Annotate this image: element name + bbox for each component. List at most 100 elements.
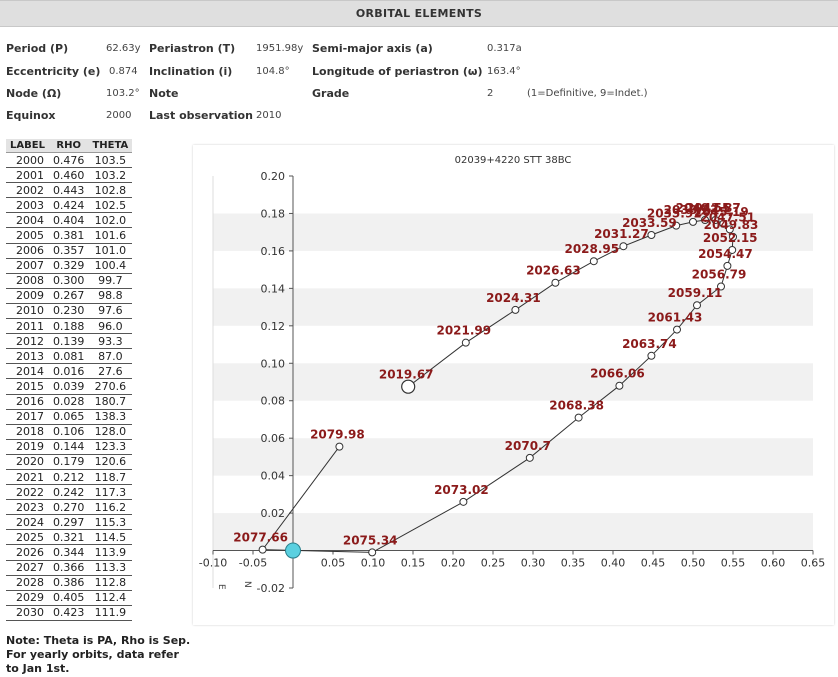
orbit-point xyxy=(689,217,697,226)
row-label: 2021 xyxy=(6,469,49,486)
column-header-label: LABEL xyxy=(6,139,49,153)
orbit-point-label: 2049.83 xyxy=(704,218,759,232)
row-label: 2018 xyxy=(6,424,49,440)
y-tick-label: 0.02 xyxy=(261,507,286,520)
orbit-point xyxy=(701,216,709,225)
table-row: 2006 0.357 101.0 xyxy=(6,243,133,259)
row-label: 2020 xyxy=(6,454,49,470)
y-tick-label: -0.02 xyxy=(257,582,285,595)
node-value: 103.2° xyxy=(106,88,140,99)
eccentricity-value: 0.874 xyxy=(109,66,138,77)
row-rho: 0.144 xyxy=(48,439,89,455)
table-row: 2030 0.423 111.9 xyxy=(6,605,133,621)
row-label: 2019 xyxy=(6,439,49,455)
row-theta: 102.5 xyxy=(88,197,133,214)
x-tick-label: 0.10 xyxy=(361,557,386,570)
row-theta: 27.6 xyxy=(88,363,133,380)
row-rho: 0.297 xyxy=(48,514,89,531)
orbit-point-label: 2024.31 xyxy=(486,291,541,305)
table-row: 2019 0.144 123.3 xyxy=(6,439,133,455)
inclination-label: Inclination (i) xyxy=(149,65,233,78)
row-label: 2015 xyxy=(6,378,49,395)
orbit-point-label: 2047.51 xyxy=(700,210,755,224)
table-row: 2027 0.366 113.3 xyxy=(6,560,133,576)
node-label: Node (Ω) xyxy=(6,87,62,100)
row-label: 2026 xyxy=(6,544,49,561)
row-rho: 0.230 xyxy=(48,303,89,320)
row-theta: 270.6 xyxy=(88,378,133,395)
x-tick-label: 0.65 xyxy=(801,557,826,570)
row-rho: 0.081 xyxy=(48,348,89,365)
row-theta: 102.0 xyxy=(88,212,133,229)
row-label: 2023 xyxy=(6,499,49,516)
x-tick-label: -0.05 xyxy=(239,557,267,570)
orbit-point xyxy=(693,301,701,310)
orbit-plot: -0.10 -0.05 0.05 0.10 0.15 0.20 0.25 0.30 0.35 0.… xyxy=(199,155,826,595)
row-label: 2027 xyxy=(6,560,49,576)
orbit-point xyxy=(574,413,583,422)
orbit-point xyxy=(728,245,737,254)
orbit-point-label: 2031.27 xyxy=(594,227,649,241)
x-tick-label: 0.05 xyxy=(321,557,346,570)
orbit-point-label: 2079.98 xyxy=(310,428,365,442)
table-row: 2017 0.065 138.3 xyxy=(6,409,133,425)
orbit-point-label: 2019.67 xyxy=(379,368,434,382)
orbit-point xyxy=(719,219,728,228)
ephemeris-table: LABEL RHO THETA 2000 0.476 103.5 2001 0.460 1… xyxy=(6,139,133,621)
row-label: 2016 xyxy=(6,394,49,410)
x-tick-label: 0.20 xyxy=(441,557,466,570)
row-rho: 0.139 xyxy=(48,333,89,350)
row-label: 2010 xyxy=(6,303,49,320)
period-value: 62.63y xyxy=(106,43,141,54)
row-rho: 0.460 xyxy=(48,167,89,184)
row-theta: 116.2 xyxy=(88,499,133,516)
row-label: 2002 xyxy=(6,182,49,199)
row-label: 2011 xyxy=(6,318,49,335)
primary-star xyxy=(285,542,301,559)
row-rho: 0.381 xyxy=(48,227,89,244)
row-label: 2022 xyxy=(6,484,49,501)
row-theta: 128.0 xyxy=(88,424,133,440)
semimajor-value: 0.317a xyxy=(487,43,522,54)
semimajor-label: Semi-major axis (a) xyxy=(312,42,433,55)
row-rho: 0.386 xyxy=(48,575,89,591)
orbit-plot-panel: -0.10 -0.05 0.05 0.10 0.15 0.20 0.25 0.30 0.35 0.… xyxy=(193,145,834,625)
row-theta: 138.3 xyxy=(88,409,133,425)
orbit-point-label: 2066.06 xyxy=(590,367,645,381)
row-theta: 180.7 xyxy=(88,394,133,410)
x-tick-label: 0.45 xyxy=(641,557,666,570)
row-label: 2006 xyxy=(6,243,49,259)
table-row: 2023 0.270 116.2 xyxy=(6,499,133,516)
orbit-point xyxy=(711,216,720,225)
row-label: 2017 xyxy=(6,409,49,425)
table-row: 2000 0.476 103.5 xyxy=(6,152,133,169)
orbit-point xyxy=(335,442,344,451)
row-label: 2024 xyxy=(6,514,49,531)
table-row: 2024 0.297 115.3 xyxy=(6,514,133,531)
table-row: 2003 0.424 102.5 xyxy=(6,197,133,214)
compass-n-label: N xyxy=(242,581,252,588)
row-label: 2029 xyxy=(6,590,49,606)
orbit-point xyxy=(673,325,681,334)
x-tick-label: 0.30 xyxy=(521,557,546,570)
orbit-point xyxy=(589,257,598,266)
orbit-point xyxy=(461,338,470,347)
y-tick-label: 0.08 xyxy=(261,395,286,408)
row-label: 2007 xyxy=(6,258,49,274)
grade-value: 2 xyxy=(487,88,494,99)
orbit-point-label: 2075.34 xyxy=(343,533,398,547)
row-rho: 0.329 xyxy=(48,258,89,274)
current-position-marker xyxy=(401,379,416,394)
orbit-point xyxy=(672,221,681,230)
row-theta: 100.4 xyxy=(88,258,133,274)
row-theta: 113.9 xyxy=(88,544,133,561)
row-rho: 0.028 xyxy=(48,394,89,410)
longitude-label: Longitude of periastron (ω) xyxy=(312,65,483,78)
row-rho: 0.404 xyxy=(48,212,89,229)
row-theta: 114.5 xyxy=(88,529,133,546)
orbit-point-label: 2054.47 xyxy=(698,247,753,261)
row-rho: 0.065 xyxy=(48,409,89,425)
table-row: 2029 0.405 112.4 xyxy=(6,590,133,606)
row-theta: 112.4 xyxy=(88,590,133,606)
row-theta: 103.5 xyxy=(88,152,133,169)
